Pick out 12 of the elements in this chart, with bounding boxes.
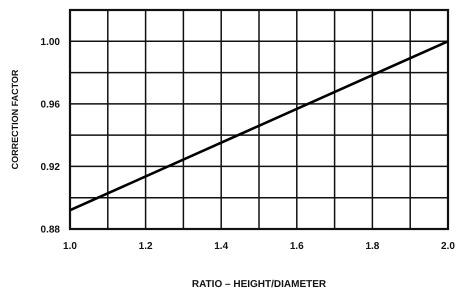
y-axis-title: CORRECTION FACTOR xyxy=(10,69,20,170)
x-tick-label: 1.4 xyxy=(214,241,229,252)
x-tick-label: 2.0 xyxy=(441,241,456,252)
x-tick-label: 1.2 xyxy=(138,241,153,252)
x-tick-label: 1.8 xyxy=(365,241,380,252)
y-tick-label: 1.00 xyxy=(40,36,60,48)
x-axis-title: RATIO – HEIGHT/DIAMETER xyxy=(192,279,327,290)
y-tick-label: 0.96 xyxy=(40,99,60,110)
x-tick-label: 1.0 xyxy=(63,241,78,252)
y-tick-label: 0.88 xyxy=(40,224,60,236)
y-tick-label: 0.92 xyxy=(40,162,60,173)
x-tick-label: 1.6 xyxy=(290,241,304,252)
